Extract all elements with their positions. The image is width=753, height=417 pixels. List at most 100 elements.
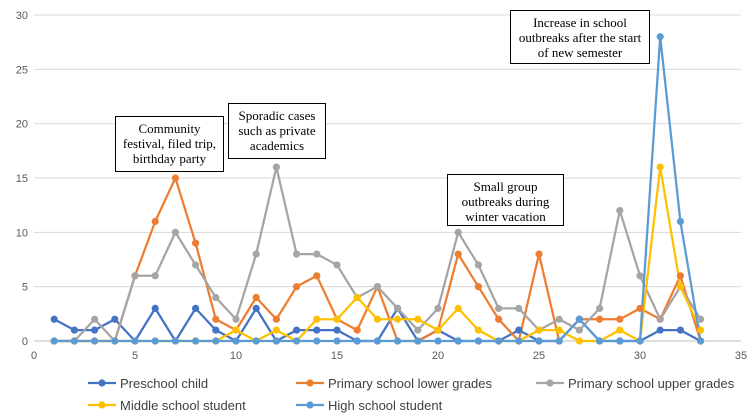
data-point-high-school-student	[414, 337, 422, 345]
data-point-high-school-student	[373, 337, 381, 345]
data-point-primary-school-lower-grades	[636, 304, 644, 312]
data-point-primary-school-lower-grades	[474, 283, 482, 291]
data-point-preschool-child	[91, 326, 99, 334]
data-point-high-school-student	[192, 337, 200, 345]
y-tick-label: 30	[16, 10, 28, 22]
series-markers	[50, 33, 705, 345]
data-point-primary-school-lower-grades	[535, 250, 543, 258]
data-point-high-school-student	[394, 337, 402, 345]
data-point-high-school-student	[474, 337, 482, 345]
data-point-high-school-student	[575, 315, 584, 323]
data-point-middle-school-student	[656, 163, 664, 171]
data-point-primary-school-upper-grades	[636, 272, 644, 280]
data-point-primary-school-upper-grades	[515, 304, 523, 312]
x-tick-label: 35	[735, 350, 747, 362]
data-point-middle-school-student	[353, 293, 361, 302]
legend-label-primary-school-upper-grades: Primary school upper grades	[568, 376, 735, 391]
data-point-high-school-student	[555, 337, 563, 345]
data-point-high-school-student	[656, 33, 664, 41]
data-point-primary-school-lower-grades	[495, 315, 503, 323]
legend-marker-primary-school-upper-grades	[546, 379, 554, 387]
x-tick-label: 5	[132, 350, 138, 362]
data-point-preschool-child	[252, 304, 260, 312]
data-point-primary-school-lower-grades	[192, 239, 200, 247]
x-axis-ticks: 0 5 10 15 20 25 30 35	[31, 350, 747, 362]
data-point-middle-school-student	[676, 283, 685, 291]
data-point-primary-school-upper-grades	[313, 250, 321, 258]
data-point-primary-school-upper-grades	[232, 315, 240, 323]
data-point-primary-school-lower-grades	[212, 315, 220, 323]
data-point-primary-school-upper-grades	[697, 315, 705, 323]
data-point-preschool-child	[515, 326, 523, 334]
data-point-high-school-student	[353, 337, 361, 345]
data-point-primary-school-lower-grades	[293, 283, 301, 291]
data-point-middle-school-student	[616, 326, 624, 334]
legend-label-primary-school-lower-grades: Primary school lower grades	[328, 376, 493, 391]
data-point-high-school-student	[596, 337, 604, 345]
data-point-primary-school-upper-grades	[495, 304, 503, 312]
series-line-preschool-child	[53, 307, 702, 343]
data-point-primary-school-upper-grades	[474, 261, 482, 269]
y-tick-label: 0	[22, 336, 28, 348]
data-point-high-school-student	[293, 337, 301, 345]
data-point-primary-school-upper-grades	[171, 228, 179, 236]
data-point-middle-school-student	[575, 337, 584, 345]
data-point-primary-school-upper-grades	[394, 304, 402, 312]
x-tick-label: 25	[533, 350, 545, 362]
data-point-primary-school-upper-grades	[212, 293, 220, 302]
data-point-primary-school-upper-grades	[656, 315, 664, 323]
data-point-high-school-student	[697, 337, 705, 345]
data-point-high-school-student	[212, 337, 220, 345]
y-tick-label: 25	[16, 64, 28, 76]
annotation-new-semester: Increase in school outbreaks after the s…	[510, 10, 650, 64]
data-point-primary-school-upper-grades	[131, 272, 139, 280]
data-point-high-school-student	[171, 337, 179, 345]
x-tick-label: 15	[331, 350, 343, 362]
data-point-primary-school-upper-grades	[272, 163, 280, 171]
data-point-primary-school-upper-grades	[333, 261, 341, 269]
legend-marker-high-school-student	[306, 401, 314, 409]
series-lines	[53, 35, 702, 343]
data-point-preschool-child	[676, 326, 685, 334]
data-point-high-school-student	[676, 217, 685, 226]
data-point-high-school-student	[515, 337, 523, 345]
y-tick-label: 5	[22, 282, 28, 294]
data-point-high-school-student	[111, 337, 119, 345]
x-tick-label: 30	[634, 350, 646, 362]
data-point-high-school-student	[50, 337, 58, 345]
data-point-primary-school-upper-grades	[373, 283, 381, 291]
data-point-high-school-student	[454, 337, 462, 345]
data-point-primary-school-lower-grades	[454, 250, 462, 258]
data-point-preschool-child	[333, 326, 341, 334]
data-point-high-school-student	[252, 337, 260, 345]
data-point-high-school-student	[535, 337, 543, 345]
data-point-preschool-child	[293, 326, 301, 334]
y-axis-ticks: 0 5 10 15 20 25 30	[16, 10, 28, 348]
data-point-middle-school-student	[474, 326, 482, 334]
data-point-middle-school-student	[373, 315, 381, 323]
data-point-primary-school-lower-grades	[171, 174, 179, 182]
data-point-high-school-student	[495, 337, 503, 345]
data-point-primary-school-lower-grades	[272, 315, 280, 323]
data-point-middle-school-student	[414, 315, 422, 323]
data-point-primary-school-upper-grades	[252, 250, 260, 258]
data-point-high-school-student	[151, 337, 159, 345]
legend: Preschool child Primary school lower grad…	[88, 376, 735, 413]
x-tick-label: 20	[432, 350, 444, 362]
data-point-high-school-student	[636, 337, 644, 345]
data-point-preschool-child	[111, 315, 119, 323]
x-tick-label: 10	[230, 350, 242, 362]
data-point-high-school-student	[232, 337, 240, 345]
data-point-high-school-student	[91, 337, 99, 345]
data-point-high-school-student	[616, 337, 624, 345]
y-tick-label: 15	[16, 173, 28, 185]
data-point-middle-school-student	[454, 304, 462, 312]
data-point-preschool-child	[192, 304, 200, 312]
data-point-primary-school-upper-grades	[616, 207, 624, 215]
data-point-preschool-child	[50, 315, 58, 323]
data-point-middle-school-student	[232, 326, 240, 334]
data-point-high-school-student	[313, 337, 321, 345]
data-point-primary-school-lower-grades	[353, 326, 361, 334]
data-point-primary-school-lower-grades	[151, 217, 159, 226]
